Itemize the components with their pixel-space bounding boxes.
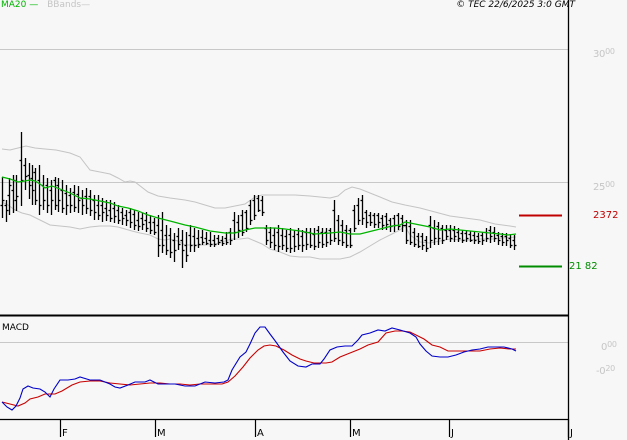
x-label-mar: M bbox=[157, 428, 166, 439]
price-label-2500: 2500 bbox=[593, 180, 615, 193]
macd-title: MACD bbox=[2, 323, 29, 333]
price-label-dec: 00 bbox=[605, 180, 615, 189]
macd-label-minus20: -020 bbox=[596, 364, 615, 377]
support-level-label: 21 82 bbox=[569, 261, 598, 272]
legend-bbands-label: BBands bbox=[47, 0, 82, 10]
ohlc-bars bbox=[0, 132, 517, 268]
copyright-timestamp: © TEC 22/6/2025 3:0 GMT bbox=[456, 0, 575, 10]
x-label-jun: J bbox=[451, 428, 454, 439]
chart-legend: MA20 — BBands— bbox=[1, 0, 90, 11]
macd-label-int: 0 bbox=[601, 342, 608, 353]
x-label-apr: A bbox=[257, 428, 264, 439]
legend-ma20-label: MA20 bbox=[1, 0, 27, 10]
price-label-int: 25 bbox=[593, 182, 606, 193]
x-label-jul: J bbox=[570, 428, 573, 439]
macd-label-dec: 00 bbox=[607, 340, 617, 349]
price-label-int: 30 bbox=[593, 49, 606, 60]
macd-label-dec: 20 bbox=[605, 364, 615, 373]
price-label-dec: 00 bbox=[605, 47, 615, 56]
bband-upper-line bbox=[1, 145, 517, 228]
ma20-line bbox=[1, 176, 517, 236]
legend-ma20: MA20 — bbox=[1, 0, 39, 10]
legend-bbands: BBands— bbox=[47, 0, 91, 10]
macd-signal-line bbox=[1, 330, 516, 407]
resistance-level-label: 2372 bbox=[593, 210, 619, 221]
macd-label-int: -0 bbox=[596, 366, 606, 377]
x-label-may: M bbox=[352, 428, 361, 439]
x-label-feb: F bbox=[62, 428, 68, 439]
macd-line bbox=[1, 326, 517, 411]
price-label-3000: 3000 bbox=[593, 47, 615, 60]
macd-label-zero: 000 bbox=[601, 340, 617, 353]
